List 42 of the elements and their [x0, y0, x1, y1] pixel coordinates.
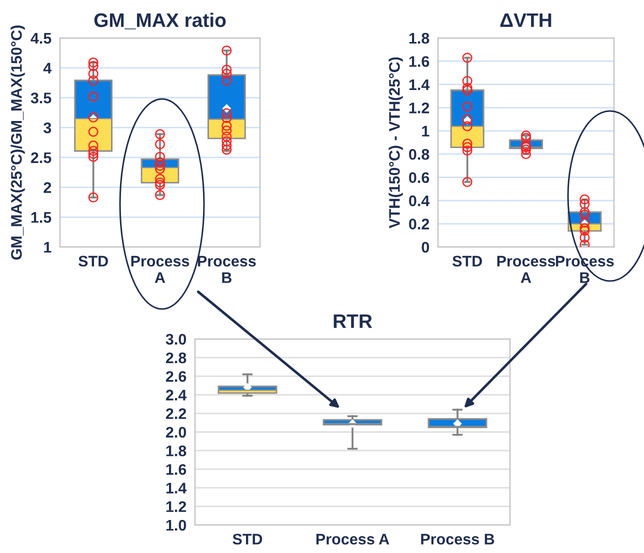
- y-tick-label: 1.6: [166, 464, 186, 475]
- y-tick-label: 3.5: [30, 92, 52, 104]
- y-tick-label: 0.4: [409, 195, 430, 206]
- y-tick-label: 4.5: [30, 33, 52, 44]
- y-tick-label: 0.8: [409, 148, 430, 160]
- y-tick-label: 1.8: [409, 32, 430, 44]
- y-tick-label: 1: [422, 126, 430, 136]
- y-tick-label: 1.2: [409, 102, 430, 114]
- y-tick-label: 1.6: [409, 56, 430, 67]
- y-tick-label: 1: [44, 242, 52, 253]
- y-tick-label: 1.4: [409, 79, 430, 90]
- y-axis-title: GM_MAX(25°C)/GM_MAX(150°C): [10, 26, 25, 260]
- y-tick-label: 4: [43, 62, 52, 74]
- y-tick-label: 1.5: [31, 212, 52, 223]
- x-tick-label: Process A: [316, 534, 390, 545]
- x-tick-label: Process B: [198, 256, 256, 283]
- y-tick-label: 1.8: [166, 445, 186, 456]
- x-tick-label: STD: [78, 256, 108, 267]
- chart-title: RTR: [334, 314, 372, 328]
- y-tick-label: 0: [422, 242, 430, 253]
- y-tick-label: 3.0: [166, 334, 186, 345]
- x-tick-label: STD: [452, 256, 482, 267]
- y-tick-label: 1.0: [166, 520, 186, 531]
- x-tick-label: Process B: [421, 534, 494, 545]
- y-tick-label: 0.2: [409, 218, 430, 230]
- y-tick-label: 2.4: [166, 390, 187, 400]
- y-tick-label: 1.2: [166, 501, 186, 512]
- y-tick-label: 2.0: [166, 426, 186, 438]
- y-tick-label: 1.4: [166, 482, 187, 494]
- y-tick-label: 2.5: [30, 152, 52, 164]
- y-tick-label: 2.6: [166, 371, 186, 382]
- x-tick-label: Process A: [131, 256, 190, 283]
- y-tick-label: 2.8: [166, 352, 186, 364]
- chart-title: ΔVTH: [500, 14, 552, 27]
- chart-title: GM_MAX ratio: [94, 12, 226, 30]
- y-tick-label: 2.2: [166, 408, 186, 419]
- y-tick-label: 3: [44, 122, 52, 134]
- y-tick-label: 2: [44, 182, 52, 193]
- y-axis-title: VTH(150°C) - VTH(25°C): [388, 57, 403, 228]
- x-tick-label: Process A: [497, 256, 556, 283]
- x-tick-label: STD: [232, 534, 262, 545]
- y-tick-label: 0.6: [409, 172, 430, 184]
